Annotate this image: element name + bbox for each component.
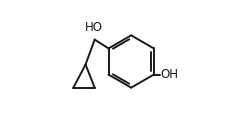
Text: OH: OH [160,68,178,81]
Text: HO: HO [85,21,103,34]
